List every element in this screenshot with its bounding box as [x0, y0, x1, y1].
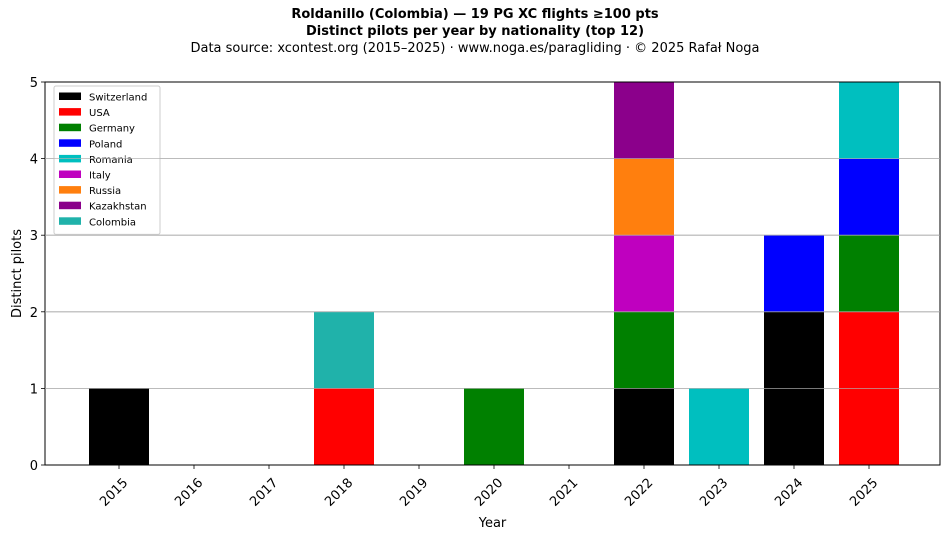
plot-frame: [44, 81, 941, 466]
y-tick-label: 2: [30, 306, 38, 321]
legend-label: Kazakhstan: [89, 202, 147, 213]
bar-segment: [614, 311, 674, 389]
legend-label: USA: [89, 108, 110, 119]
x-tick-label: 2015: [97, 476, 131, 510]
x-tick-label: 2018: [322, 476, 356, 510]
x-tick-label: 2023: [697, 476, 731, 510]
legend-label: Poland: [89, 139, 122, 150]
x-tick-label: 2017: [247, 476, 281, 510]
legend-swatch: [59, 123, 81, 132]
legend-swatch: [59, 170, 81, 178]
x-tick-label: 2024: [772, 476, 806, 510]
y-axis-label: Distinct pilots: [10, 229, 25, 318]
y-tick-label: 0: [30, 459, 38, 474]
legend-swatch: [59, 108, 81, 116]
legend-label: Colombia: [89, 217, 136, 228]
legend-swatch: [59, 217, 81, 225]
bar-segment: [314, 311, 374, 389]
bar-segment: [614, 388, 674, 465]
bar-layer: [89, 82, 899, 465]
chart-subtitle: Distinct pilots per year by nationality …: [305, 24, 645, 39]
legend-frame: [53, 85, 161, 235]
x-tick-label: 2016: [172, 476, 206, 510]
x-tick-label: 2019: [397, 476, 431, 510]
bar-segment: [839, 158, 899, 236]
legend-swatch: [59, 186, 81, 194]
x-tick-label: 2022: [622, 476, 656, 510]
legend-label: Romania: [89, 155, 133, 166]
legend-label: Russia: [89, 186, 121, 197]
bar-segment: [464, 388, 524, 465]
bar-segment: [314, 388, 374, 465]
y-tick-label: 3: [30, 229, 38, 244]
x-tick-label: 2025: [847, 476, 881, 510]
legend-label: Germany: [89, 124, 135, 135]
bar-segment: [614, 235, 674, 312]
legend-label: Switzerland: [89, 93, 147, 104]
bar-segment: [689, 388, 749, 465]
bar-segment: [839, 235, 899, 312]
chart-source: Data source: xcontest.org (2015–2025) · …: [190, 41, 760, 56]
x-tick-label: 2020: [472, 476, 506, 510]
y-tick-label: 1: [30, 382, 38, 397]
chart-titles: Roldanillo (Colombia) — 19 PG XC flights…: [0, 6, 950, 57]
bar-segment: [614, 82, 674, 159]
bar-segment: [89, 388, 149, 465]
bar-segment: [764, 235, 824, 312]
x-tick-label: 2021: [547, 476, 581, 510]
legend-swatch: [59, 139, 81, 147]
y-tick-label: 4: [30, 153, 38, 168]
y-tick-label: 5: [30, 76, 38, 91]
chart-title: Roldanillo (Colombia) — 19 PG XC flights…: [291, 7, 659, 22]
x-axis-label: Year: [478, 516, 507, 531]
bar-segment: [614, 158, 674, 236]
legend-label: Italy: [89, 171, 111, 182]
bar-segment: [839, 82, 899, 159]
legend-swatch: [59, 201, 81, 210]
legend-swatch: [59, 92, 81, 100]
legend: Switzerland USA Germany Poland Romania Italy R…: [53, 85, 161, 235]
